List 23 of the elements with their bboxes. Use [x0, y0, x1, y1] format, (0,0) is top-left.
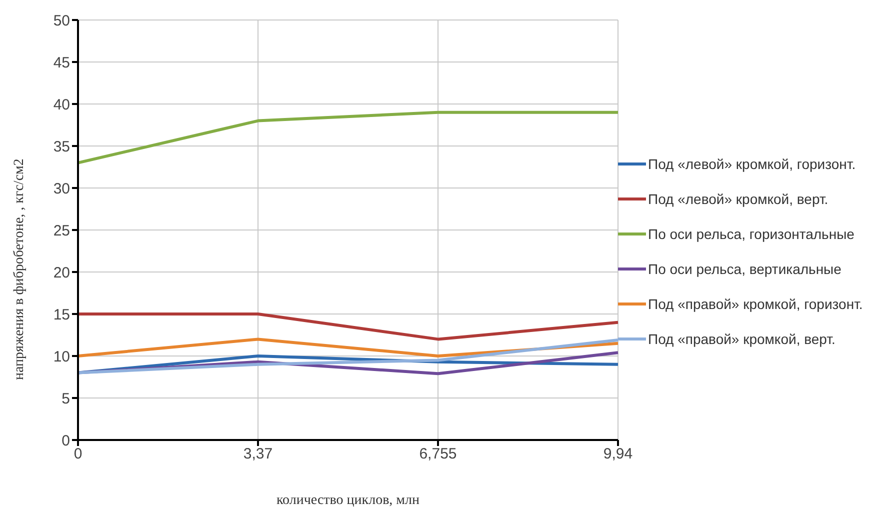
y-tick-label: 0 [62, 432, 70, 450]
legend-label: Под «левой» кромкой, верт. [648, 190, 828, 209]
y-tick-label: 10 [53, 348, 70, 366]
y-tick-label: 25 [53, 222, 70, 240]
x-tick-label: 6,755 [419, 446, 457, 463]
x-tick-label: 0 [74, 446, 82, 463]
x-axis-title: количество циклов, млн [276, 493, 420, 508]
legend-label: Под «левой» кромкой, горизонт. [648, 155, 856, 174]
y-tick-label: 15 [53, 306, 70, 324]
legend-label: По оси рельса, горизонтальные [648, 225, 854, 244]
y-tick-label: 20 [53, 264, 70, 282]
y-tick-label: 40 [53, 96, 70, 114]
x-tick-label: 3,37 [243, 446, 273, 463]
y-tick-label: 45 [53, 54, 70, 72]
y-tick-label: 50 [53, 12, 70, 30]
y-tick-label: 5 [62, 390, 70, 408]
y-tick-label: 30 [53, 180, 70, 198]
x-tick-label: 9,94 [603, 446, 633, 463]
y-tick-label: 35 [53, 138, 70, 156]
y-axis-title: напряжения в фибробетоне, , кгс/см2 [12, 158, 27, 380]
legend-label: Под «правой» кромкой, верт. [648, 330, 836, 349]
legend-label: По оси рельса, вертикальные [648, 260, 842, 279]
legend-label: Под «правой» кромкой, горизонт. [648, 295, 863, 314]
